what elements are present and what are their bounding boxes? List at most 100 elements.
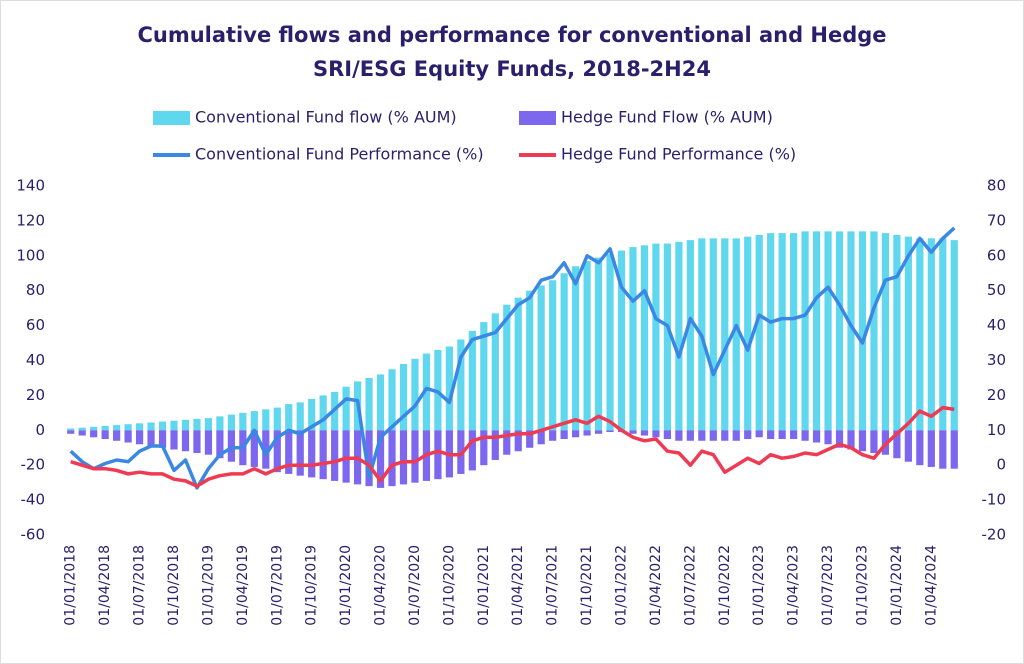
y-tick-label: 80: [26, 281, 45, 299]
bar: [181, 419, 190, 431]
bar: [227, 414, 235, 431]
bar: [790, 430, 798, 440]
bar: [193, 430, 201, 453]
bar: [640, 245, 649, 431]
x-tick-label: 01/01/2024: [889, 545, 905, 626]
legend-swatch: [153, 111, 190, 125]
bar: [216, 430, 224, 459]
bar: [296, 430, 304, 476]
bar: [147, 430, 155, 447]
bar: [526, 290, 534, 431]
bar: [181, 430, 190, 452]
bar: [904, 430, 912, 462]
y-tick-label: 20: [26, 386, 45, 404]
bar: [101, 430, 109, 440]
bar: [193, 418, 201, 431]
bar: [709, 430, 717, 441]
x-tick-label: 01/04/2023: [786, 545, 802, 626]
bar: [594, 430, 603, 434]
y-tick-label: 120: [16, 211, 45, 229]
x-tick-label: 01/10/2023: [854, 545, 870, 626]
y-tick-label: 40: [26, 351, 45, 369]
x-tick-label: 01/07/2019: [269, 545, 285, 626]
y2-tick-label: -20: [982, 526, 1007, 544]
bar: [767, 233, 775, 431]
bar: [767, 430, 775, 440]
y2-tick-label: 50: [987, 281, 1006, 299]
bar: [422, 353, 431, 431]
bar: [135, 423, 144, 431]
bar: [319, 430, 327, 480]
bar: [468, 430, 476, 471]
legend-label: Hedge Fund Performance (%): [561, 145, 796, 164]
bar: [744, 430, 752, 440]
x-tick-label: 01/10/2020: [441, 545, 457, 626]
bar: [572, 430, 580, 438]
bar: [331, 430, 339, 481]
bar: [594, 257, 603, 431]
bar: [606, 430, 614, 433]
y-tick-label: 140: [16, 177, 45, 195]
bar: [927, 238, 935, 431]
bar: [904, 236, 912, 431]
x-tick-label: 01/04/2024: [923, 545, 939, 626]
x-tick-label: 01/10/2018: [166, 545, 182, 626]
bar: [893, 430, 901, 459]
bar: [549, 430, 557, 441]
bar: [376, 374, 385, 431]
y2-tick-label: 30: [987, 351, 1006, 369]
bar: [721, 430, 729, 441]
y-tick-label: -60: [21, 526, 46, 544]
y2-tick-label: 70: [987, 211, 1006, 229]
bar: [113, 425, 121, 431]
bar: [537, 285, 545, 431]
line: [70, 405, 955, 488]
bar: [491, 313, 499, 431]
y2-tick-label: -10: [982, 491, 1007, 509]
x-tick-label: 01/07/2021: [545, 545, 561, 626]
bar: [916, 430, 924, 466]
bar: [629, 430, 637, 434]
bar: [514, 297, 522, 431]
bar: [503, 430, 511, 455]
bar: [893, 234, 901, 431]
bar: [411, 430, 419, 483]
bar: [698, 430, 706, 441]
bar: [583, 430, 591, 436]
bar: [147, 422, 155, 431]
bar: [514, 430, 522, 452]
bar: [812, 231, 821, 431]
bar: [560, 273, 568, 431]
y2-tick-label: 40: [987, 316, 1006, 334]
bar: [113, 430, 121, 441]
y2-tick-label: 0: [996, 456, 1006, 474]
bar: [204, 430, 213, 455]
bar: [457, 339, 465, 431]
bar: [158, 430, 167, 448]
bar: [319, 395, 327, 431]
bar: [262, 409, 270, 431]
y-tick-label: -20: [21, 456, 46, 474]
y-tick-label: 60: [26, 316, 45, 334]
bar: [135, 430, 144, 445]
bar: [250, 430, 258, 467]
bar: [67, 430, 75, 434]
bar: [721, 238, 729, 431]
bar: [778, 430, 786, 440]
bar: [755, 430, 763, 438]
bar: [640, 430, 649, 436]
bar: [744, 236, 752, 431]
y-tick-label: -40: [21, 491, 46, 509]
y-tick-label: 100: [16, 246, 45, 264]
bar: [870, 231, 878, 431]
x-tick-label: 01/04/2021: [510, 545, 526, 626]
bar: [124, 424, 132, 431]
x-tick-label: 01/07/2023: [820, 545, 836, 626]
bar: [399, 430, 408, 485]
bar: [399, 363, 408, 431]
bar: [537, 430, 545, 445]
bar: [950, 240, 958, 431]
bar: [916, 238, 924, 431]
x-tick-label: 01/10/2021: [579, 545, 595, 626]
bar: [549, 280, 557, 431]
